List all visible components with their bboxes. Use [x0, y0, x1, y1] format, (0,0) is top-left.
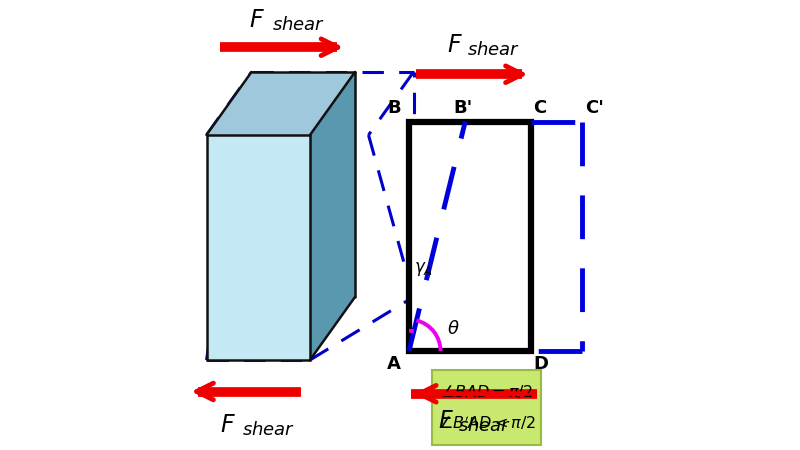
Text: $\angle B'AD < \pi/2$: $\angle B'AD < \pi/2$ [438, 414, 535, 432]
Text: $\angle BAD = \pi/2$: $\angle BAD = \pi/2$ [440, 383, 533, 400]
Text: A: A [387, 355, 401, 373]
Text: $\mathit{shear}$: $\mathit{shear}$ [272, 16, 325, 34]
Text: $\mathit{F}$: $\mathit{F}$ [447, 33, 463, 57]
Text: B: B [387, 99, 401, 117]
Polygon shape [310, 72, 355, 360]
FancyBboxPatch shape [432, 370, 541, 445]
Text: C': C' [585, 99, 603, 117]
Text: $\theta$: $\theta$ [447, 320, 460, 338]
Text: $\gamma_A$: $\gamma_A$ [414, 260, 434, 278]
Text: $\mathit{F}$: $\mathit{F}$ [250, 8, 265, 32]
Text: C: C [533, 99, 546, 117]
Text: $\mathit{F}$: $\mathit{F}$ [220, 413, 236, 437]
Text: D: D [533, 355, 548, 373]
Polygon shape [206, 135, 310, 360]
Text: $\mathit{shear}$: $\mathit{shear}$ [466, 41, 520, 59]
Text: $\mathit{shear}$: $\mathit{shear}$ [242, 421, 296, 439]
Text: B': B' [453, 99, 473, 117]
Text: $\mathit{shear}$: $\mathit{shear}$ [458, 417, 511, 435]
Polygon shape [206, 72, 355, 135]
Text: $\mathit{F}$: $\mathit{F}$ [438, 409, 454, 433]
Polygon shape [409, 122, 530, 351]
